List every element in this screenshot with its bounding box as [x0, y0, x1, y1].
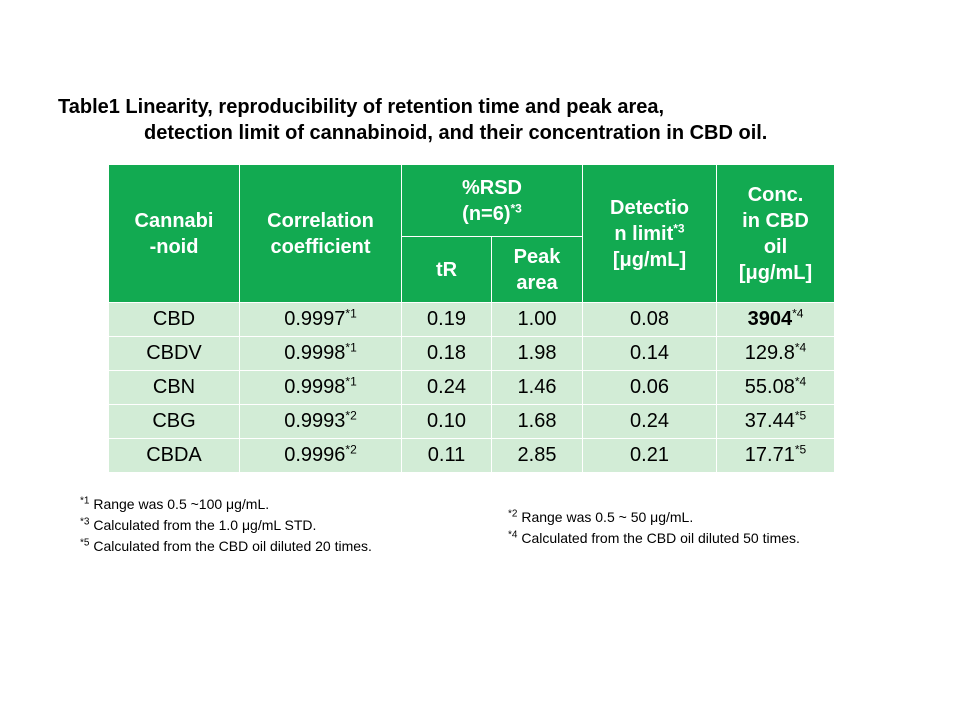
footnote: *4 Calculated from the CBD oil diluted 5… — [508, 529, 800, 546]
footnote: *5 Calculated from the CBD oil diluted 2… — [80, 537, 372, 554]
cell-cannabinoid: CBDV — [108, 336, 240, 371]
header-tr: tR — [401, 236, 492, 303]
cell-tr: 0.18 — [401, 336, 492, 371]
header-peak-area: Peak area — [491, 236, 583, 303]
footnote: *2 Range was 0.5 ~ 50 μg/mL. — [508, 508, 694, 525]
cell-peak-area: 1.46 — [491, 370, 583, 405]
cell-correlation: 0.9998*1 — [239, 370, 402, 405]
cell-correlation: 0.9996*2 — [239, 438, 402, 473]
table-title: Table1 Linearity, reproducibility of ret… — [58, 94, 767, 146]
footnote: *3 Calculated from the 1.0 μg/mL STD. — [80, 516, 317, 533]
cell-peak-area: 1.68 — [491, 404, 583, 439]
footnotes-right: *2 Range was 0.5 ~ 50 μg/mL. *4 Calculate… — [508, 507, 800, 549]
cell-tr: 0.10 — [401, 404, 492, 439]
header-correlation: Correlation coefficient — [239, 164, 402, 303]
cell-cannabinoid: CBD — [108, 302, 240, 337]
cell-cannabinoid: CBN — [108, 370, 240, 405]
cell-cannabinoid: CBG — [108, 404, 240, 439]
cell-detection-limit: 0.06 — [582, 370, 717, 405]
cell-detection-limit: 0.21 — [582, 438, 717, 473]
cell-cannabinoid: CBDA — [108, 438, 240, 473]
cell-detection-limit: 0.14 — [582, 336, 717, 371]
table-row: CBG 0.9993*2 0.10 1.68 0.24 37.44*5 — [108, 404, 835, 439]
cell-peak-area: 1.00 — [491, 302, 583, 337]
footnote: *1 Range was 0.5 ~100 μg/mL. — [80, 495, 270, 512]
header-concentration: Conc. in CBD oil [μg/mL] — [716, 164, 835, 303]
table-row: CBDA 0.9996*2 0.11 2.85 0.21 17.71*5 — [108, 438, 835, 473]
cell-detection-limit: 0.24 — [582, 404, 717, 439]
header-detection-limit: Detectio n limit*3 [μg/mL] — [582, 164, 717, 303]
cell-tr: 0.19 — [401, 302, 492, 337]
cell-detection-limit: 0.08 — [582, 302, 717, 337]
cell-concentration: 129.8*4 — [716, 336, 835, 371]
cell-concentration: 17.71*5 — [716, 438, 835, 473]
table-row: CBN 0.9998*1 0.24 1.46 0.06 55.08*4 — [108, 370, 835, 405]
cell-correlation: 0.9998*1 — [239, 336, 402, 371]
cell-tr: 0.11 — [401, 438, 492, 473]
cell-tr: 0.24 — [401, 370, 492, 405]
table-row: CBDV 0.9998*1 0.18 1.98 0.14 129.8*4 — [108, 336, 835, 371]
header-cannabinoid: Cannabi -noid — [108, 164, 240, 303]
cell-peak-area: 1.98 — [491, 336, 583, 371]
header-rsd: %RSD (n=6)*3 — [401, 164, 583, 237]
linearity-table: Cannabi -noid Correlation coefficient %RSD… — [108, 164, 835, 473]
cell-concentration: 55.08*4 — [716, 370, 835, 405]
footnotes-left: *1 Range was 0.5 ~100 μg/mL. *3 Calculate… — [80, 494, 372, 557]
cell-concentration: 3904*4 — [716, 302, 835, 337]
cell-concentration: 37.44*5 — [716, 404, 835, 439]
title-line-2: detection limit of cannabinoid, and thei… — [144, 122, 768, 144]
title-line-1: Table1 Linearity, reproducibility of ret… — [58, 96, 665, 118]
cell-peak-area: 2.85 — [491, 438, 583, 473]
cell-correlation: 0.9993*2 — [239, 404, 402, 439]
cell-correlation: 0.9997*1 — [239, 302, 402, 337]
table-row: CBD 0.9997*1 0.19 1.00 0.08 3904*4 — [108, 302, 835, 337]
